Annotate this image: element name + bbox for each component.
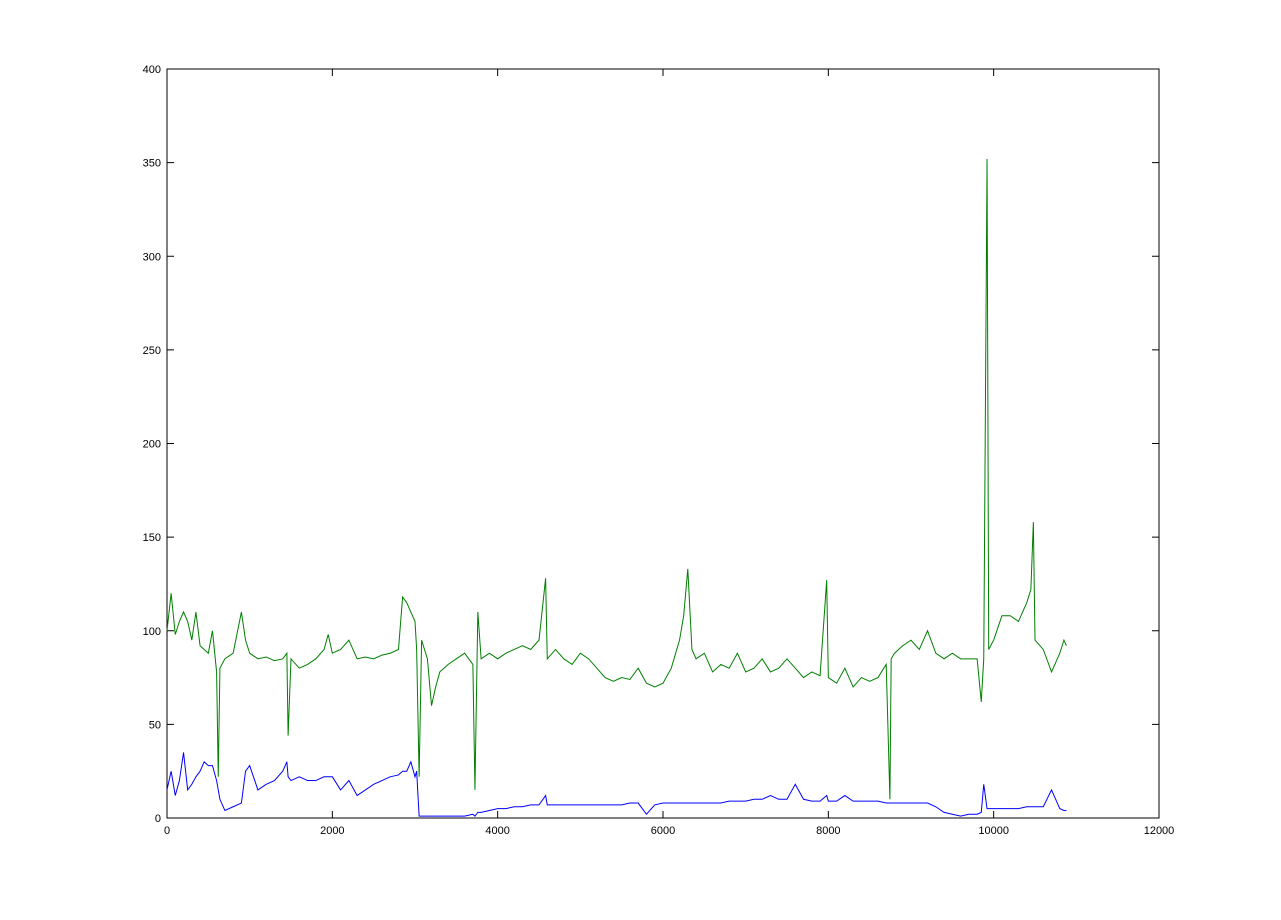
y-tick-label: 50 — [149, 719, 161, 731]
y-tick-label: 350 — [143, 158, 161, 170]
x-tick-label: 0 — [164, 825, 170, 837]
y-tick-label: 200 — [143, 439, 161, 451]
x-tick-label: 12000 — [1144, 825, 1175, 837]
y-tick-label: 400 — [143, 64, 161, 76]
y-tick-label: 300 — [143, 251, 161, 263]
x-tick-label: 8000 — [816, 825, 840, 837]
series-line — [166, 752, 1067, 817]
y-tick-label: 100 — [143, 626, 161, 638]
plot-frame — [166, 68, 1160, 819]
x-tick-label: 2000 — [320, 825, 344, 837]
y-tick-label: 150 — [143, 532, 161, 544]
y-tick-label: 0 — [155, 813, 161, 825]
x-tick-label: 4000 — [485, 825, 509, 837]
x-tick-label: 10000 — [978, 825, 1009, 837]
series-line — [166, 158, 1067, 800]
x-tick-label: 6000 — [651, 825, 675, 837]
y-tick-label: 250 — [143, 345, 161, 357]
